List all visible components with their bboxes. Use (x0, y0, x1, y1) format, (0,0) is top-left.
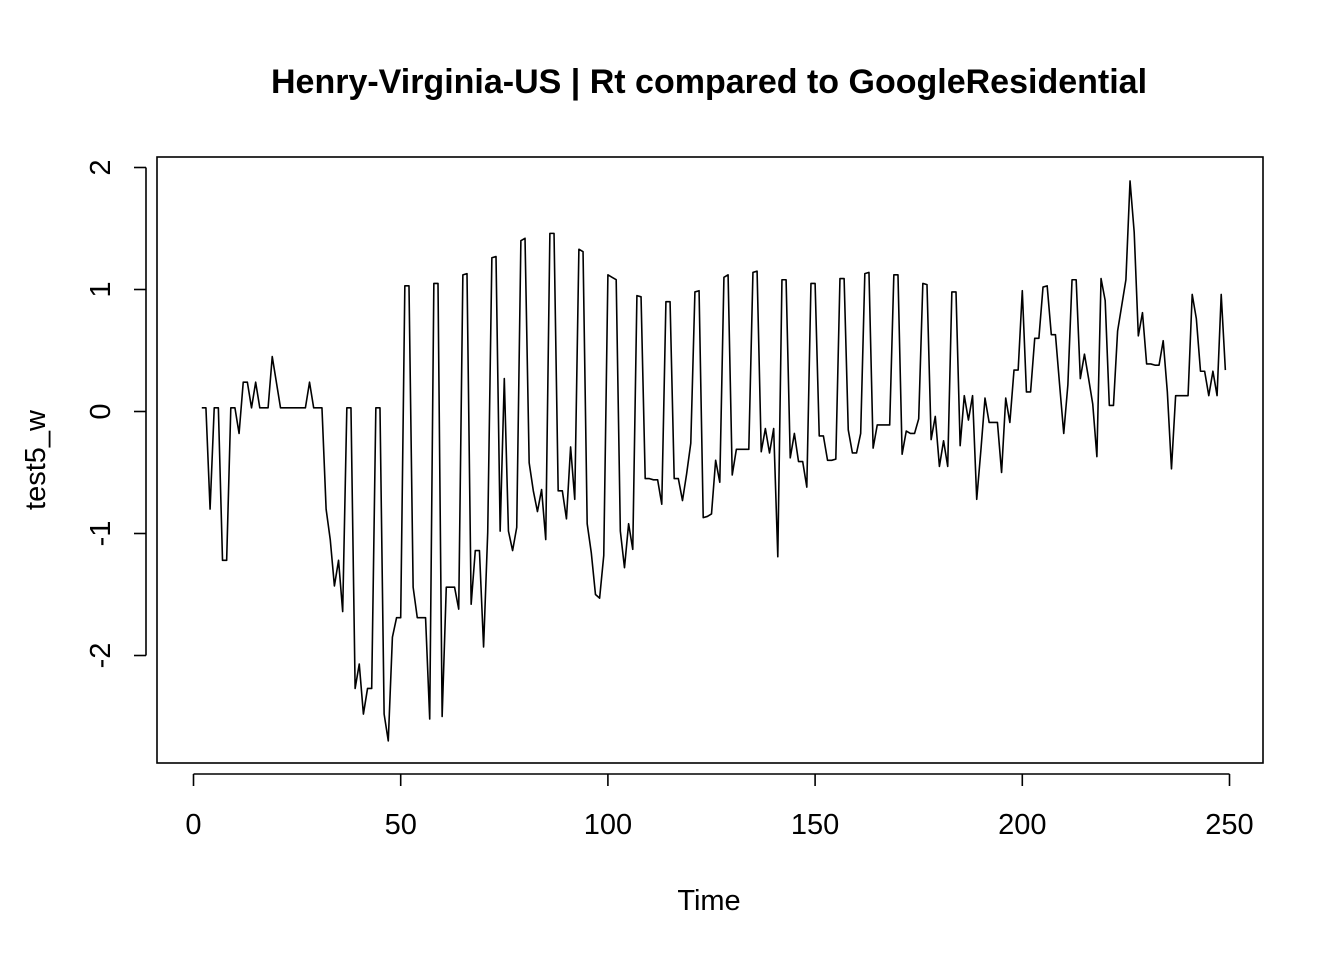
plot-frame (156, 156, 1264, 764)
chart-title: Henry-Virginia-US | Rt compared to Googl… (271, 63, 1147, 101)
y-tick-label: -1 (85, 521, 117, 547)
x-axis: 0 50 100 150 200 250 (185, 773, 1254, 841)
y-tick-label: -2 (85, 643, 117, 669)
y-axis: -2 -1 0 1 2 (85, 159, 147, 669)
x-tick-label: 100 (584, 809, 632, 841)
series-line (201, 180, 1227, 742)
x-tick-label: 250 (1205, 809, 1253, 841)
x-tick-label: 50 (385, 809, 417, 841)
x-tick-label: 0 (185, 809, 201, 841)
y-tick-label: 2 (85, 159, 117, 175)
y-axis-label: test5_w (20, 409, 52, 510)
x-axis-label: Time (677, 885, 740, 917)
x-tick-label: 150 (791, 809, 839, 841)
x-tick-label: 200 (998, 809, 1046, 841)
y-tick-label: 1 (85, 281, 117, 297)
y-tick-label: 0 (85, 403, 117, 419)
